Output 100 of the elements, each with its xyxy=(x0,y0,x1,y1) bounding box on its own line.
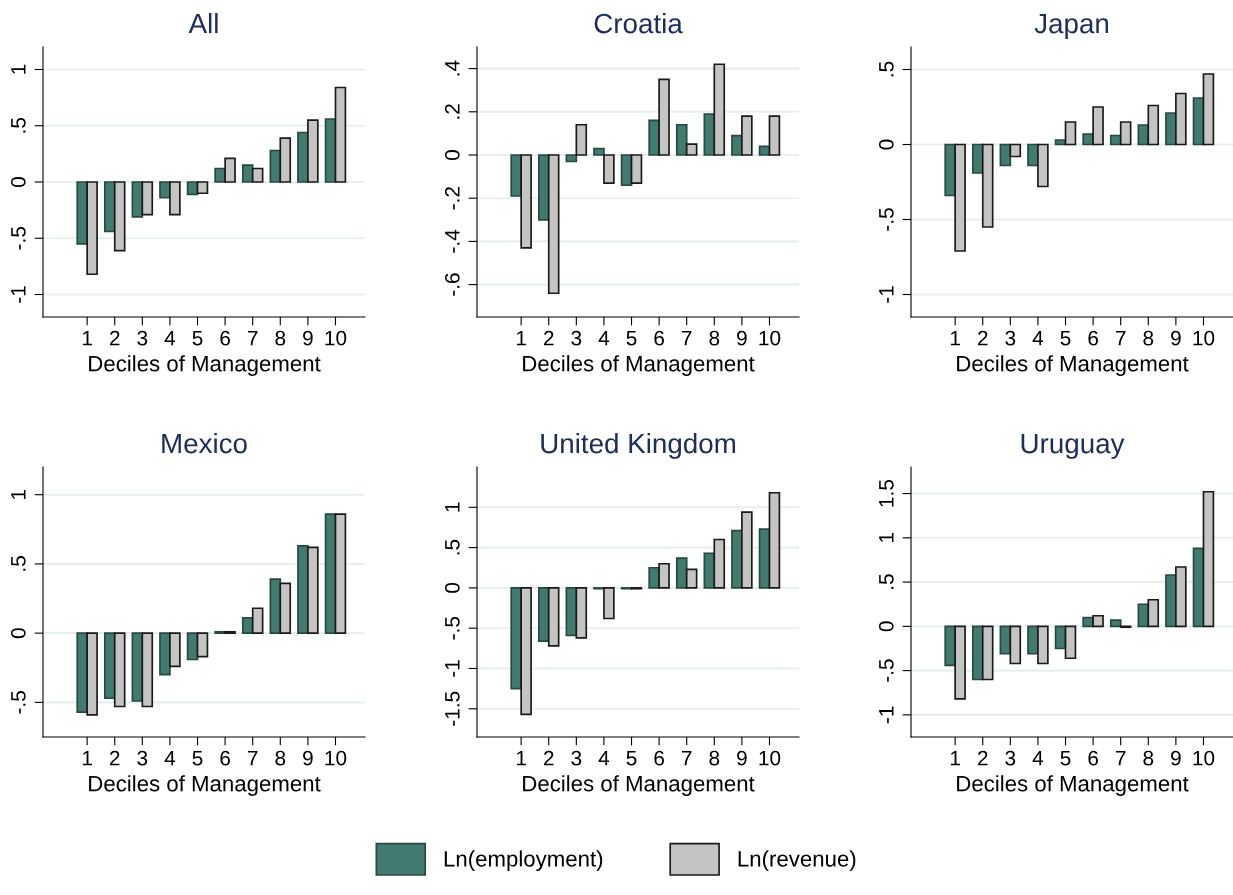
bar xyxy=(224,157,236,183)
y-tick-label: -.5 xyxy=(11,226,26,250)
bar xyxy=(1147,104,1160,146)
bar xyxy=(954,143,966,252)
x-tick-label: 3 xyxy=(137,750,148,766)
bar xyxy=(279,137,292,183)
x-tick-label: 2 xyxy=(977,330,988,346)
bar xyxy=(520,587,532,716)
x-tick-label: 1 xyxy=(82,750,92,766)
x-axis-title: Deciles of Management xyxy=(957,775,1189,796)
bar xyxy=(658,78,670,156)
x-tick-label: 5 xyxy=(626,330,637,346)
bar xyxy=(1009,625,1022,665)
bar xyxy=(1119,121,1132,146)
x-tick-label: 5 xyxy=(1060,750,1071,766)
x-tick-label: 7 xyxy=(1115,750,1126,766)
bar xyxy=(113,632,126,708)
bar xyxy=(603,587,615,620)
bar xyxy=(1092,614,1104,628)
x-tick-label: 4 xyxy=(1032,750,1044,766)
chart-title: All xyxy=(188,12,218,34)
x-tick-label: 9 xyxy=(1171,330,1181,346)
x-tick-label: 7 xyxy=(681,330,692,346)
x-tick-label: 7 xyxy=(681,750,692,766)
x-tick-label: 9 xyxy=(303,750,313,766)
x-tick-label: 3 xyxy=(137,330,148,346)
chart-title: Japan xyxy=(1034,14,1109,39)
x-axis-title: Deciles of Management xyxy=(89,355,321,376)
y-tick-label: -1.5 xyxy=(445,691,460,726)
y-tick-label: -.6 xyxy=(444,273,460,296)
y-tick-label: .2 xyxy=(444,104,460,119)
y-tick-label: .4 xyxy=(445,60,460,76)
bar xyxy=(713,538,726,589)
bar xyxy=(630,154,643,184)
bar xyxy=(603,154,615,184)
y-tick-label: -1 xyxy=(445,660,460,677)
bar xyxy=(334,86,347,183)
bar xyxy=(768,115,781,156)
x-tick-label: 9 xyxy=(303,330,313,346)
x-tick-label: 2 xyxy=(977,750,988,766)
x-tick-label: 7 xyxy=(1115,330,1126,346)
x-tick-label: 5 xyxy=(192,750,203,766)
x-axis-title: Deciles of Management xyxy=(523,355,755,376)
chart-title: Mexico xyxy=(162,432,247,454)
bar xyxy=(169,632,181,668)
bar xyxy=(159,181,171,199)
y-tick-label: -.5 xyxy=(879,208,894,231)
x-tick-label: 8 xyxy=(709,750,720,766)
chart-title: Croatia xyxy=(594,12,683,34)
y-tick-label: 0 xyxy=(878,139,894,150)
legend-label: Ln(employment) xyxy=(444,850,603,872)
y-tick-label: -.2 xyxy=(444,187,460,210)
y-tick-label: 0 xyxy=(878,621,894,632)
bar xyxy=(685,568,698,589)
y-tick-label: .5 xyxy=(11,556,26,571)
bar xyxy=(159,632,171,676)
x-tick-label: 4 xyxy=(598,330,610,346)
x-tick-label: 2 xyxy=(110,750,120,766)
bar xyxy=(1064,121,1077,146)
bar xyxy=(981,143,994,228)
x-tick-label: 2 xyxy=(544,750,554,766)
bar xyxy=(1009,143,1022,158)
y-tick-label: .5 xyxy=(879,574,894,589)
bar xyxy=(575,587,588,639)
x-tick-label: 5 xyxy=(1060,330,1071,346)
x-tick-label: 10 xyxy=(759,750,781,766)
bar xyxy=(575,123,588,156)
y-tick-label: 0 xyxy=(10,177,26,187)
y-tick-label: .5 xyxy=(879,61,894,77)
bar xyxy=(251,607,264,634)
bar xyxy=(658,562,670,589)
bar xyxy=(675,557,688,589)
y-tick-label: -1 xyxy=(879,286,894,303)
x-tick-label: 2 xyxy=(110,330,120,346)
x-tick-label: 1 xyxy=(516,750,526,766)
x-tick-label: 10 xyxy=(1193,750,1215,766)
bar xyxy=(307,546,319,634)
y-tick-label: 1 xyxy=(11,64,26,74)
y-tick-label: -.5 xyxy=(445,616,460,640)
x-tick-label: 4 xyxy=(1032,330,1044,346)
x-tick-label: 5 xyxy=(192,330,203,346)
x-tick-label: 7 xyxy=(247,750,258,766)
x-tick-label: 10 xyxy=(1193,330,1215,346)
bar xyxy=(241,164,254,183)
bar xyxy=(196,632,209,658)
bar xyxy=(1037,625,1049,665)
x-tick-label: 8 xyxy=(275,330,286,346)
y-tick-label: .5 xyxy=(11,117,26,133)
x-tick-label: 8 xyxy=(709,330,720,346)
bar xyxy=(565,154,578,163)
bar xyxy=(741,115,753,156)
bar xyxy=(1147,598,1160,628)
legend-label: Ln(revenue) xyxy=(738,850,856,872)
y-tick-label: -.5 xyxy=(11,691,26,714)
bar xyxy=(196,181,209,195)
x-tick-label: 1 xyxy=(950,750,960,766)
bar xyxy=(685,143,698,156)
x-tick-label: 3 xyxy=(1005,750,1016,766)
x-tick-label: 9 xyxy=(737,750,747,766)
y-tick-label: -1 xyxy=(11,286,26,303)
